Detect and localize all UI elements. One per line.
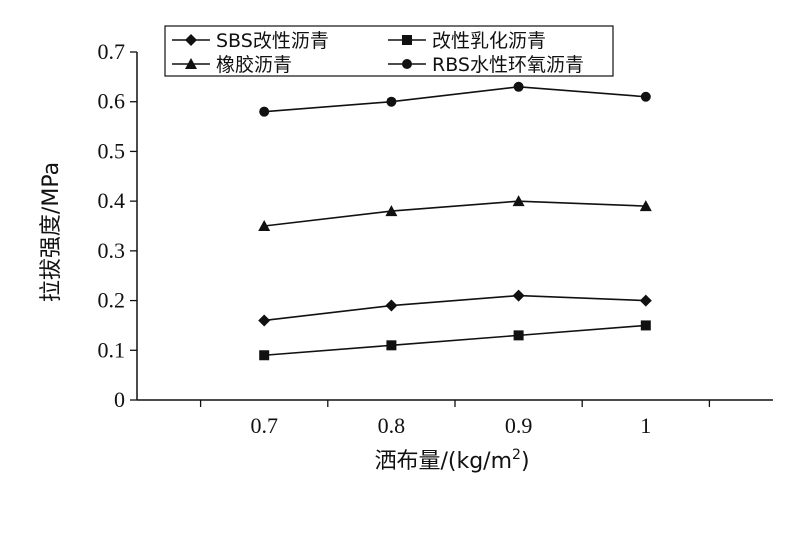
y-ticks: 0 0.1 0.2 0.3 0.4 0.5 0.6 0.7 — [98, 39, 137, 412]
y-tick-label: 0.7 — [98, 39, 126, 64]
legend-marker — [402, 35, 412, 45]
y-axis-title: 拉拔强度/MPa — [39, 162, 64, 302]
x-tick-label: 0.7 — [250, 413, 278, 438]
series-line — [264, 85, 646, 113]
data-point — [385, 205, 398, 217]
legend-label: RBS水性环氧沥青 — [432, 54, 584, 76]
legend-label: 改性乳化沥青 — [432, 30, 546, 52]
x-tick-label: 0.9 — [505, 413, 533, 438]
data-point — [640, 320, 651, 331]
data-point — [386, 340, 397, 351]
y-tick-label: 0.3 — [98, 238, 126, 263]
legend-box — [164, 25, 614, 77]
data-point — [513, 81, 524, 92]
data-point — [385, 299, 398, 312]
series-line — [264, 200, 646, 227]
legend-marker — [185, 34, 197, 46]
y-tick-label: 0.4 — [98, 188, 126, 213]
x-axis-title: 洒布量/(kg/m2) — [374, 447, 529, 474]
legend-marker — [185, 58, 197, 69]
legend-label: SBS改性沥青 — [216, 30, 329, 52]
x-ticks: 0.7 0.8 0.9 1 — [199, 400, 711, 438]
y-tick-label: 0.1 — [98, 337, 126, 362]
y-tick-label: 0 — [114, 387, 125, 412]
series-layer — [258, 81, 652, 361]
x-tick-label: 1 — [640, 413, 651, 438]
data-point — [386, 96, 397, 107]
data-point — [640, 91, 651, 102]
y-tick-label: 0.5 — [98, 138, 126, 163]
series-line — [264, 294, 646, 322]
legend-label: 橡胶沥青 — [216, 54, 292, 76]
y-tick-label: 0.6 — [98, 89, 126, 114]
data-point — [258, 220, 271, 231]
legend-marker — [402, 59, 412, 69]
x-axis-title-superscript: 2 — [512, 447, 521, 463]
data-point — [513, 330, 524, 341]
data-point — [258, 314, 271, 327]
x-axis-title-main: 洒布量/(kg/m — [374, 449, 512, 474]
data-point — [512, 289, 525, 302]
x-axis-title-suffix: ) — [521, 449, 530, 474]
data-point — [512, 195, 525, 207]
data-point — [259, 106, 270, 117]
series-line — [264, 324, 646, 357]
data-point — [259, 350, 270, 361]
data-point — [639, 294, 652, 307]
data-point — [639, 200, 652, 212]
x-tick-label: 0.8 — [378, 413, 406, 438]
y-tick-label: 0.2 — [98, 288, 126, 313]
